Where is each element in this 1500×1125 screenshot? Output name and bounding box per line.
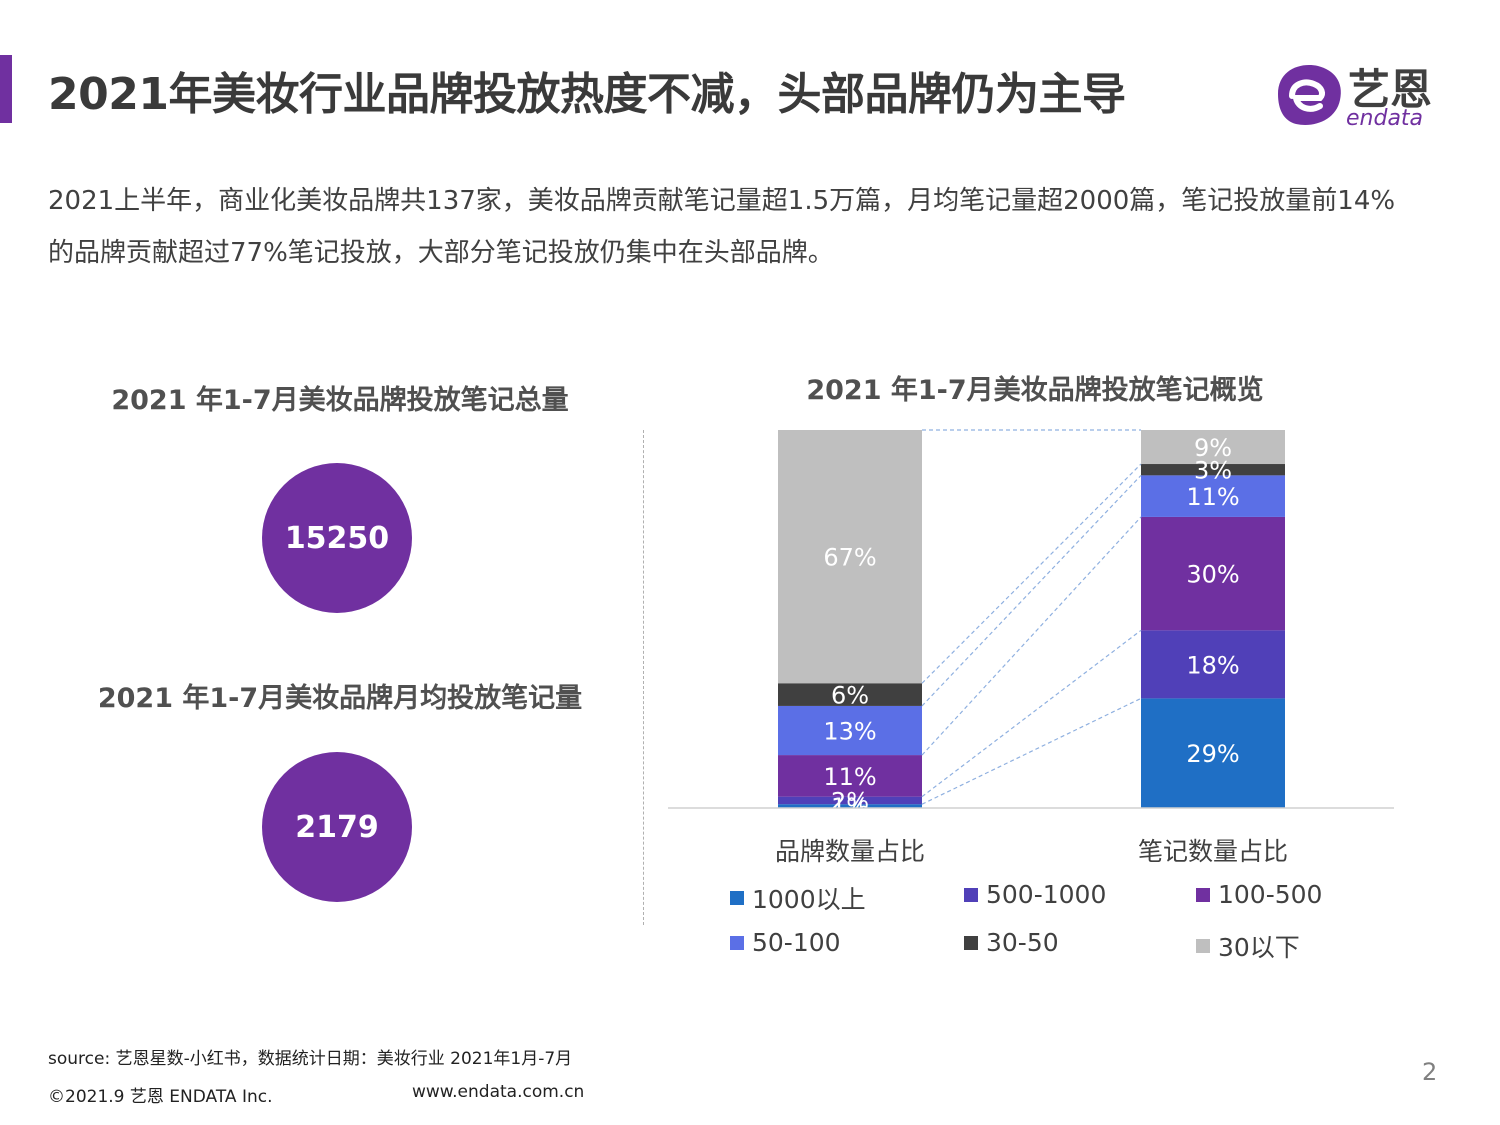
endata-logo: 艺恩 endata [1270,58,1450,138]
data-label: 1% [831,793,869,820]
legend-item: 30以下 [1196,928,1300,964]
data-label: 9% [1194,434,1232,462]
legend-item: 1000以上 [730,880,866,916]
bar-segment [1141,430,1285,465]
legend-label: 500-1000 [986,880,1107,909]
legend-swatch [1196,939,1210,953]
data-label: 6% [831,682,869,710]
bar-segment [778,804,922,808]
monthly-notes-title: 2021 年1-7月美妆品牌月均投放笔记量 [97,683,583,714]
legend-item: 100-500 [1196,880,1322,909]
category-label-notes: 笔记数量占比 [1137,837,1288,866]
legend-swatch [964,887,978,902]
legend-item: 30-50 [964,928,1059,957]
bar-segment [1141,464,1285,476]
legend-label: 100-500 [1218,880,1323,909]
page-number: 2 [1422,1058,1438,1086]
endata-logo-icon [1278,65,1341,125]
total-notes-circle: 15250 [262,463,412,613]
legend-label: 1000以上 [752,885,866,914]
connector-line [921,629,1142,798]
data-label: 29% [1186,740,1239,768]
source-note: source: 艺恩星数-小红书，数据统计日期：美妆行业 2021年1月-7月 [48,1049,573,1069]
legend-swatch [964,935,978,950]
legend-label: 30-50 [986,928,1059,957]
bar-segment [1141,630,1285,699]
bar-segment [778,705,922,756]
page-title: 2021年美妆行业品牌投放热度不减，头部品牌仍为主导 [48,69,1126,120]
data-label: 18% [1186,651,1239,679]
logo-text: 艺恩 [1348,65,1433,114]
panel-divider [643,430,644,925]
data-label: 3% [1194,457,1232,485]
data-label: 2% [831,787,869,815]
stacked-bar-chart: 1%2%11%13%6%67%29%18%30%11%3%9% [668,429,1394,820]
bar-segment [778,796,922,805]
category-label-brands: 品牌数量占比 [774,837,925,866]
connector-line [921,697,1142,805]
legend-label: 50-100 [752,928,841,957]
data-label: 11% [1186,483,1239,511]
data-label: 30% [1186,561,1239,589]
website-link[interactable]: www.endata.com.cn [412,1082,585,1102]
bar-segment [778,683,922,706]
intro-paragraph: 2021上半年，商业化美妆品牌共137家，美妆品牌贡献笔记量超1.5万篇，月均笔… [48,186,1396,268]
bar-segment [1141,516,1285,631]
bar-segment [1141,698,1285,808]
legend-swatch [730,891,744,905]
data-label: 13% [823,718,876,746]
monthly-notes-circle: 2179 [262,752,412,902]
title-accent-bar [0,55,12,123]
connector-line [921,463,1142,684]
legend-item: 50-100 [730,928,841,957]
legend-swatch [730,935,744,950]
bar-segment [1141,475,1285,517]
logo-subtext: endata [1346,106,1424,131]
legend-label: 30以下 [1218,933,1300,962]
chart-title: 2021 年1-7月美妆品牌投放笔记概览 [806,375,1264,406]
data-label: 11% [823,763,876,791]
data-label: 67% [823,544,876,572]
bar-segment [778,755,922,797]
total-notes-title: 2021 年1-7月美妆品牌投放笔记总量 [111,385,569,416]
copyright: ©2021.9 艺恩 ENDATA Inc. [48,1087,273,1107]
bar-segment [778,430,922,684]
legend-item: 500-1000 [964,880,1106,909]
legend-swatch [1196,887,1210,902]
connector-line [921,516,1142,756]
connector-line [921,474,1142,707]
